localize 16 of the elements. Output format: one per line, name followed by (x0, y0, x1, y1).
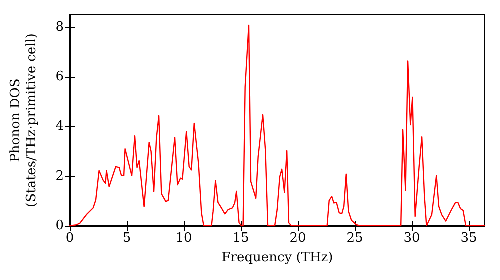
x-tick-label: 5 (122, 231, 132, 246)
y-tick-label: 4 (56, 119, 64, 134)
y-tick-label: 2 (56, 168, 64, 184)
line-series (69, 24, 486, 227)
x-tick-label: 30 (404, 231, 420, 246)
x-tick-label: 35 (460, 231, 478, 246)
x-axis-title: Frequency (THz) (222, 250, 334, 266)
x-tick-label: 0 (66, 231, 74, 246)
y-tick-label: 0 (56, 218, 64, 234)
y-tick-label: 8 (56, 20, 64, 35)
x-tick-label: 25 (346, 231, 364, 246)
x-tick-label: 15 (232, 231, 250, 246)
y-tick-label: 6 (56, 70, 64, 85)
x-tick-label: 20 (290, 231, 306, 246)
y-axis-title: Phonon DOS (States/THz·primitive cell) (8, 33, 40, 208)
x-tick-label: 10 (176, 231, 192, 246)
